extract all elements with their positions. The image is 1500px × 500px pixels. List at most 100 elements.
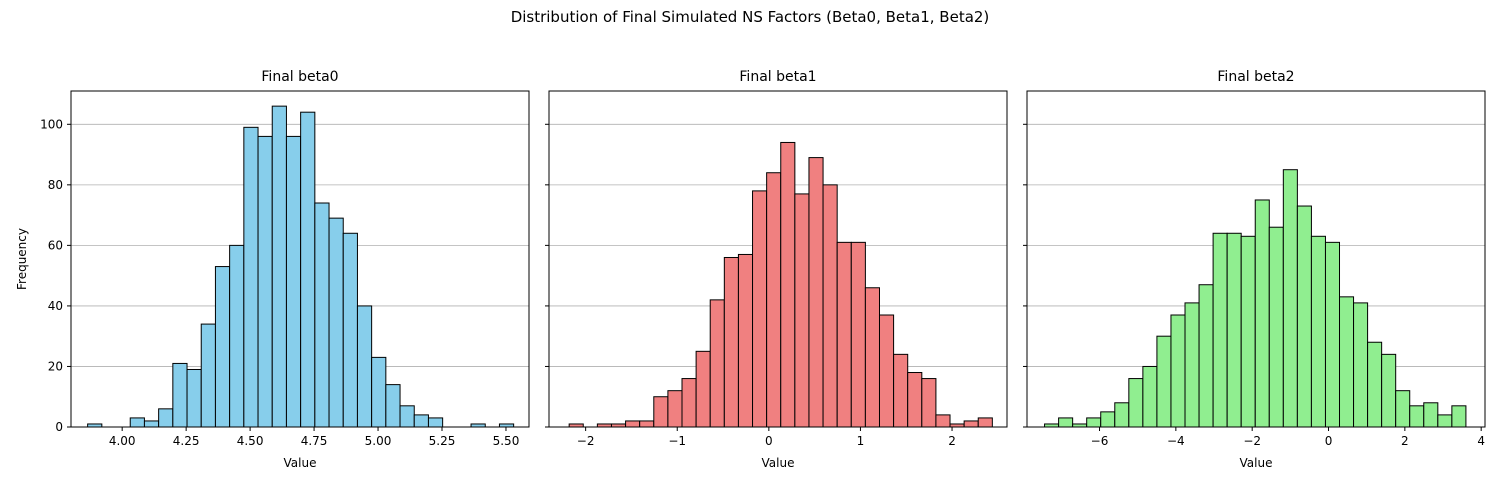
histogram-bar	[878, 314, 895, 428]
y-tick-label: 80	[48, 178, 63, 192]
histogram-bar	[766, 172, 782, 428]
x-tick-label: 4.75	[301, 434, 328, 448]
y-tick-label: 60	[48, 238, 63, 252]
x-tick-label: 2	[1401, 434, 1409, 448]
x-tick-label: 5.50	[493, 434, 520, 448]
histogram-bar	[1381, 353, 1397, 428]
histogram-bar	[300, 111, 316, 428]
histogram-bar	[850, 241, 866, 428]
histogram-bar	[977, 417, 993, 428]
x-tick-label: 0	[1325, 434, 1333, 448]
y-axis-label: Frequency	[15, 228, 29, 290]
histogram-bar	[1296, 205, 1312, 428]
histogram-bar	[864, 287, 880, 428]
x-axis-label: Value	[762, 456, 795, 470]
histogram-bar	[907, 372, 923, 428]
x-tick-label: −6	[1091, 434, 1109, 448]
axes-frame	[1026, 90, 1486, 428]
histogram-bar	[1395, 390, 1411, 428]
histogram-bar	[1086, 417, 1102, 428]
x-tick-label: −2	[577, 434, 595, 448]
histogram-bar	[1212, 232, 1228, 428]
x-tick-label: 0	[765, 434, 773, 448]
histogram-bar	[1240, 235, 1256, 428]
histogram-bar	[653, 396, 669, 428]
histogram-bar	[1198, 284, 1214, 428]
histogram-bar	[1170, 314, 1186, 428]
histogram-bar	[963, 420, 979, 428]
histogram-bar	[737, 253, 754, 428]
x-tick-label: 1	[857, 434, 865, 448]
histogram-bar	[143, 420, 160, 428]
histogram-bar	[1128, 378, 1144, 428]
histogram-bar	[1100, 411, 1116, 428]
histogram-bar	[1226, 232, 1242, 428]
histogram-bar	[808, 157, 824, 428]
histogram-bar	[1058, 417, 1074, 428]
x-tick-label: 4.50	[237, 434, 264, 448]
x-tick-label: 4.25	[173, 434, 200, 448]
histogram-bar	[1409, 405, 1425, 428]
axes-frame	[70, 90, 530, 428]
histogram-bar	[1367, 341, 1383, 428]
histogram-bar	[695, 350, 711, 428]
panel-title: Final beta0	[261, 69, 338, 85]
histogram-bar	[681, 378, 697, 428]
histogram-bar	[822, 184, 838, 428]
histogram-bar	[129, 417, 145, 428]
x-tick-label: −4	[1167, 434, 1185, 448]
histogram-bar	[285, 135, 302, 428]
histogram-bar	[794, 193, 810, 428]
y-tick-label: 0	[55, 420, 63, 434]
histogram-bar	[413, 414, 429, 428]
figure-suptitle: Distribution of Final Simulated NS Facto…	[511, 8, 990, 26]
histogram-bar	[271, 105, 287, 428]
histogram-bar	[752, 190, 768, 428]
histogram-bar	[399, 405, 415, 428]
histogram-panel-1: −2 −1 0 1 2 Final beta1 Value	[545, 69, 1008, 470]
x-tick-label: 5.00	[365, 434, 392, 448]
y-tick-label: 20	[48, 359, 63, 373]
x-axis-label: Value	[284, 456, 317, 470]
x-tick-label: −2	[1243, 434, 1261, 448]
histogram-bar	[356, 305, 373, 428]
histogram-bar	[158, 408, 174, 428]
axes-frame	[548, 90, 1008, 428]
histogram-bar	[921, 378, 937, 428]
histogram-bar	[172, 362, 188, 428]
histogram-bar	[893, 353, 909, 428]
histogram-bar	[1310, 235, 1326, 428]
histogram-bar	[836, 241, 852, 428]
x-tick-label: −1	[668, 434, 686, 448]
histogram-bar	[1184, 302, 1200, 428]
x-tick-label: 4.00	[109, 434, 136, 448]
x-tick-label: 5.25	[429, 434, 456, 448]
panel-title: Final beta1	[739, 69, 816, 85]
histogram-bar	[314, 202, 330, 428]
histogram-bar	[709, 299, 725, 428]
histogram-bar	[427, 417, 444, 428]
histogram-bar	[186, 368, 202, 428]
histogram-bar	[935, 414, 951, 428]
histogram-bar	[625, 420, 641, 428]
histogram-bar	[1353, 302, 1369, 428]
histogram-bar	[1339, 296, 1355, 428]
y-tick-label: 100	[40, 117, 63, 131]
histogram-bar	[1142, 365, 1158, 428]
histogram-bar	[780, 141, 796, 428]
histogram-bar	[1324, 241, 1341, 428]
histogram-bar	[1114, 402, 1130, 428]
x-tick-label: 4	[1477, 434, 1485, 448]
histogram-bar	[200, 323, 216, 428]
histogram-bar	[328, 217, 344, 428]
panel-title: Final beta2	[1217, 69, 1294, 85]
histogram-bar	[667, 390, 683, 428]
histogram-bar	[342, 232, 358, 428]
histogram-bar	[257, 135, 273, 428]
histogram-bar	[371, 356, 387, 428]
x-axis-label: Value	[1240, 456, 1273, 470]
y-tick-label: 40	[48, 299, 63, 313]
histogram-bar	[1254, 199, 1270, 428]
histogram-bar	[243, 126, 259, 428]
